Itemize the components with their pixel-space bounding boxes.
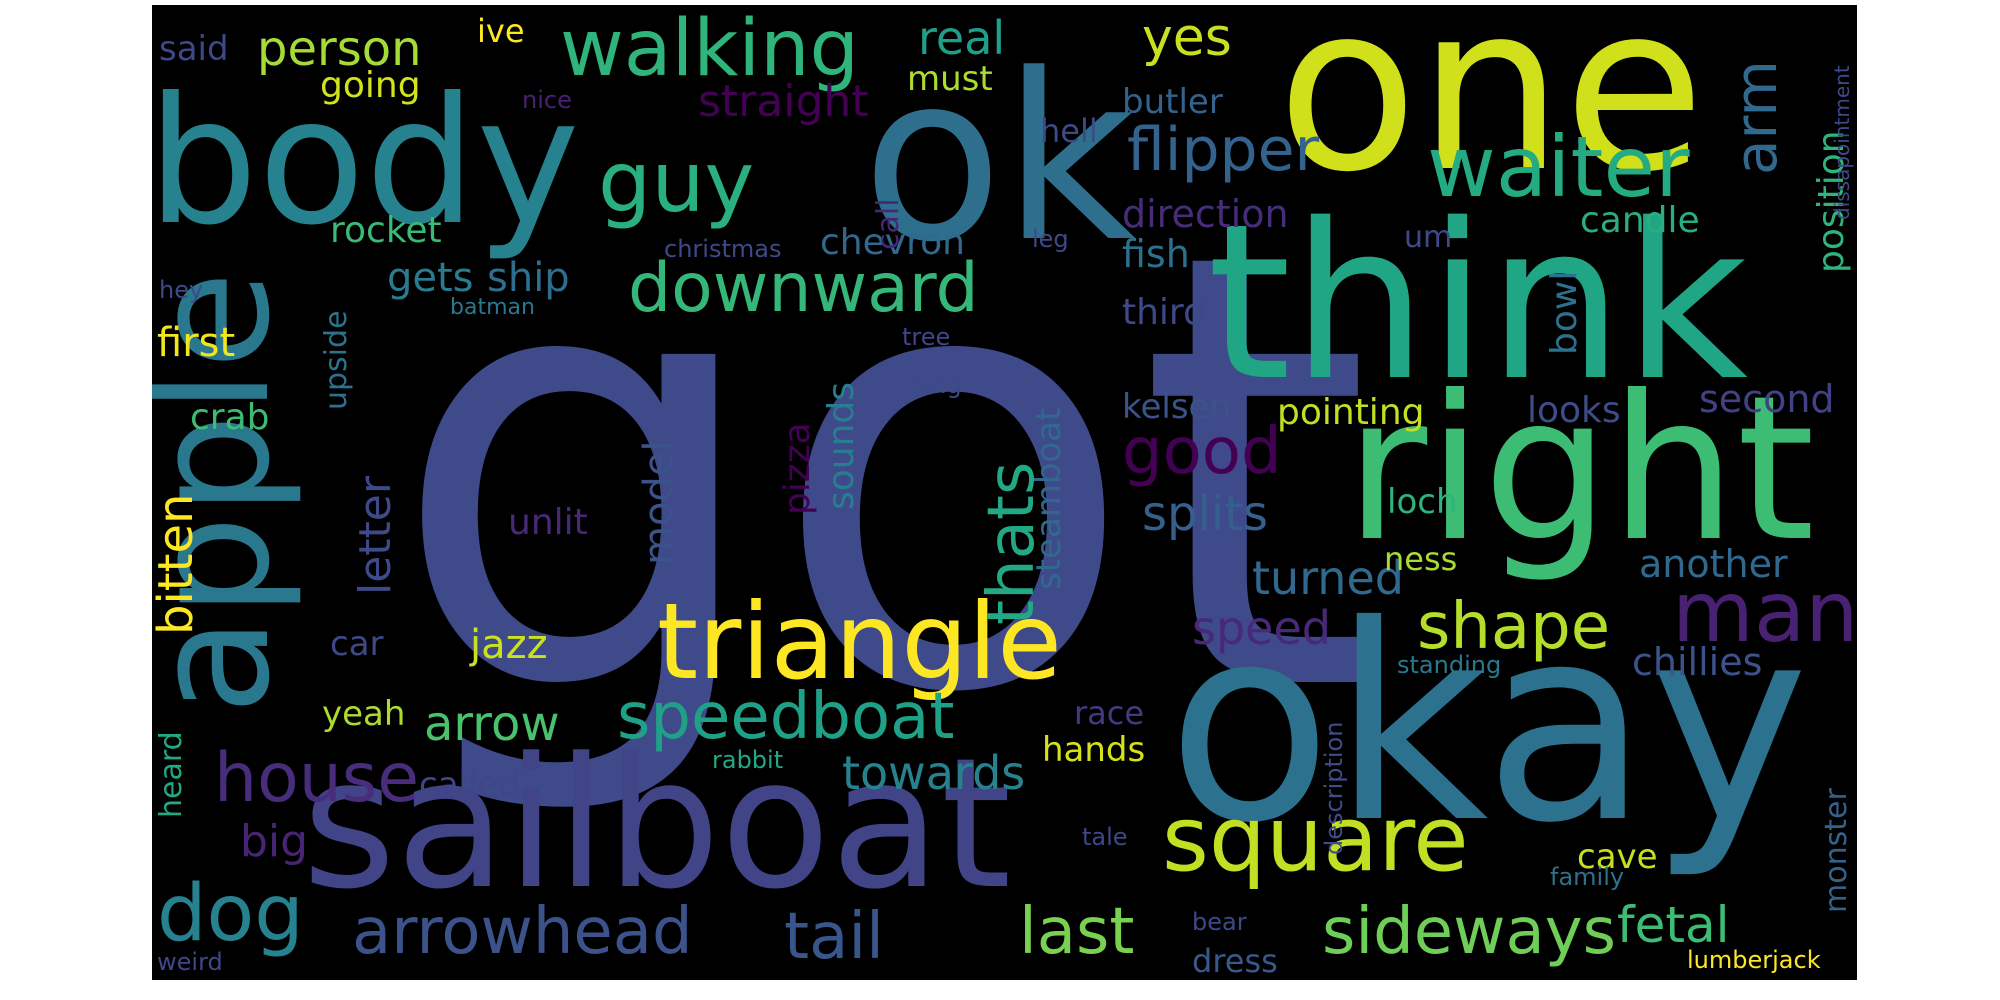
word: straight <box>698 76 869 127</box>
word: heard <box>154 731 189 818</box>
word: unlit <box>508 502 588 543</box>
word: pointing <box>1277 392 1425 433</box>
word: person <box>257 21 422 77</box>
word: hell <box>1040 112 1098 150</box>
word: sounds <box>821 381 862 510</box>
word: big <box>240 816 309 867</box>
word: tale <box>1082 823 1128 851</box>
word: car <box>330 624 384 664</box>
word: triangle <box>657 581 1062 703</box>
word: third <box>1122 292 1206 333</box>
word: dissapointment <box>1830 65 1854 220</box>
word: rocket <box>330 210 442 251</box>
word: downward <box>628 249 979 328</box>
word: gets <box>387 255 474 301</box>
word: ok <box>862 26 1136 293</box>
word: yes <box>1142 8 1232 68</box>
word: bitten <box>152 493 204 635</box>
word: got <box>389 125 1373 824</box>
word: tree <box>902 323 951 351</box>
word: waiter <box>1427 118 1690 216</box>
word: letter <box>350 476 401 595</box>
word: turned <box>1252 551 1404 605</box>
word: hands <box>1042 730 1146 770</box>
word: dress <box>1192 942 1278 980</box>
word: ship <box>487 255 570 301</box>
word: towards <box>842 746 1026 800</box>
word: loch <box>1387 482 1458 522</box>
word: nice <box>522 86 572 114</box>
word: steamboat <box>1029 407 1069 590</box>
word: cave <box>1577 837 1658 877</box>
word: good <box>1122 415 1282 489</box>
word: must <box>907 59 993 99</box>
word: last <box>1019 895 1135 969</box>
word: crab <box>190 397 270 438</box>
word: family <box>1550 863 1625 891</box>
word: going <box>320 65 421 106</box>
word: said <box>159 29 229 69</box>
word: okay <box>1167 567 1810 882</box>
word: butler <box>1122 82 1223 122</box>
word: real <box>918 11 1006 65</box>
word: jazz <box>470 622 548 668</box>
word: think <box>1207 177 1749 428</box>
word: kelsen <box>1122 387 1232 427</box>
word: christmas <box>664 235 782 263</box>
word: splits <box>1142 486 1268 542</box>
word: pizza <box>777 422 818 515</box>
word: rabbit <box>712 746 784 774</box>
word: flipper <box>1127 115 1320 185</box>
word: speed <box>1192 601 1331 655</box>
word: fetal <box>1617 896 1730 954</box>
word: sailboat <box>302 720 1012 929</box>
word: leg <box>1032 225 1069 253</box>
word: chillies <box>1632 640 1763 684</box>
word: monster <box>1819 788 1854 913</box>
word: one <box>1277 5 1705 223</box>
word: right <box>1345 353 1815 586</box>
word: guy <box>598 133 755 231</box>
word: standing <box>1397 651 1502 679</box>
word: thing <box>900 371 962 399</box>
word: upside <box>319 310 354 410</box>
word: batman <box>450 295 535 320</box>
word: description <box>1320 721 1348 855</box>
word: chevron <box>820 222 965 263</box>
word: shape <box>1417 590 1611 664</box>
word: walking <box>560 5 860 94</box>
word: arm <box>1722 60 1790 175</box>
word: another <box>1639 542 1788 586</box>
word: second <box>1699 377 1835 421</box>
word: fish <box>1122 232 1190 276</box>
word: sideways <box>1322 895 1616 969</box>
word: man <box>1672 563 1857 661</box>
word: tail <box>784 900 884 974</box>
word: hey <box>159 276 204 304</box>
word: looks <box>1527 390 1621 431</box>
word: body <box>152 61 580 264</box>
word: bowl <box>1544 270 1585 355</box>
word: direction <box>1122 192 1289 236</box>
word: um <box>1404 220 1453 255</box>
word: lumberjack <box>1687 946 1821 974</box>
word: called <box>419 765 520 805</box>
word: bear <box>1192 908 1247 936</box>
word: square <box>1162 787 1469 892</box>
word: ness <box>1384 540 1458 578</box>
word: speedboat <box>617 680 955 754</box>
word-cloud: got okay think sailboat one ok apple rig… <box>152 5 1857 980</box>
word: race <box>1074 694 1145 732</box>
word: call <box>871 198 906 250</box>
word: arrow <box>424 696 560 752</box>
word: yeah <box>322 694 406 734</box>
word: arrowhead <box>352 895 693 969</box>
word: first <box>157 320 236 366</box>
word: candle <box>1580 200 1700 241</box>
word: dog <box>157 869 304 959</box>
word: house <box>214 739 420 818</box>
word: weird <box>157 948 223 976</box>
word: model <box>636 440 682 565</box>
word: ive <box>477 12 525 50</box>
